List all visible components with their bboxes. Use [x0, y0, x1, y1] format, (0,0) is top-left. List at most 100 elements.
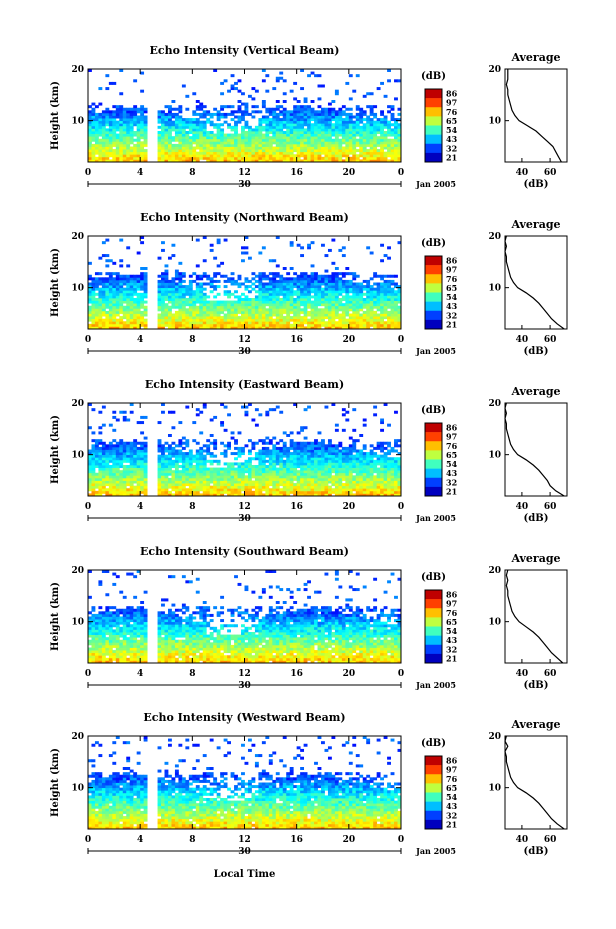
heatmap-cell — [345, 131, 350, 134]
heatmap-cell — [307, 133, 311, 137]
heatmap-cell — [286, 446, 291, 450]
heatmap-cell — [310, 107, 315, 111]
heatmap-cell — [307, 146, 311, 150]
heatmap-cell — [174, 120, 179, 124]
heatmap-cell — [345, 138, 350, 142]
heatmap-cell — [98, 120, 103, 124]
heatmap-cell — [334, 472, 339, 476]
heatmap-cell — [126, 298, 131, 301]
heatmap-cell — [289, 316, 294, 320]
heatmap-cell — [258, 141, 263, 145]
heatmap-cell — [94, 477, 99, 481]
heatmap-cell — [209, 459, 214, 463]
heatmap-cell — [178, 131, 183, 134]
heatmap-cell — [223, 303, 228, 307]
heatmap-cell — [251, 272, 256, 276]
heatmap-cell — [126, 246, 131, 250]
heatmap-cell — [133, 159, 138, 163]
heatmap-cell — [394, 300, 398, 304]
heatmap-cell — [136, 323, 141, 327]
heatmap-cell — [348, 112, 353, 116]
heatmap-cell — [293, 110, 298, 114]
heatmap-cell — [188, 154, 193, 158]
heatmap-cell — [275, 128, 280, 132]
heatmap-cell — [314, 475, 318, 479]
heatmap-cell — [345, 141, 350, 145]
heatmap-cell — [91, 292, 96, 296]
heatmap-cell — [206, 490, 211, 494]
heatmap-cell — [164, 313, 169, 317]
heatmap-cell — [293, 300, 298, 304]
heatmap-cell — [140, 475, 145, 479]
heatmap-cell — [314, 313, 318, 317]
heatmap-cell — [209, 282, 214, 286]
heatmap-cell — [282, 465, 287, 468]
heatmap-cell — [300, 138, 305, 142]
heatmap-cell — [101, 277, 106, 281]
heatmap-cell — [369, 300, 374, 304]
heatmap-cell — [88, 308, 92, 312]
heatmap-cell — [216, 264, 221, 268]
heatmap-cell — [185, 462, 190, 466]
heatmap-cell — [171, 493, 176, 497]
heatmap-cell — [164, 480, 169, 484]
heatmap-cell — [126, 313, 131, 317]
heatmap-cell — [317, 431, 322, 435]
heatmap-cell — [258, 413, 263, 417]
heatmap-cell — [390, 298, 395, 301]
heatmap-cell — [192, 128, 197, 132]
heatmap-cell — [338, 454, 343, 458]
heatmap-cell — [230, 112, 235, 116]
heatmap-cell — [387, 133, 391, 137]
heatmap-cell — [227, 480, 231, 484]
heatmap-cell — [119, 138, 124, 142]
heatmap-cell — [94, 318, 99, 322]
heatmap-cell — [115, 300, 120, 304]
heatmap-cell — [94, 441, 99, 445]
heatmap-cell — [286, 323, 291, 327]
heatmap-cell — [272, 490, 277, 494]
heatmap-cell — [254, 300, 259, 304]
heatmap-cell — [241, 477, 245, 481]
heatmap-cell — [237, 305, 242, 309]
heatmap-cell — [359, 305, 364, 309]
heatmap-cell — [192, 467, 197, 471]
heatmap-cell — [88, 426, 92, 430]
heatmap-cell — [122, 154, 127, 158]
heatmap-cell — [282, 488, 287, 492]
heatmap-cell — [223, 490, 228, 494]
heatmap-cell — [115, 141, 120, 145]
heatmap-cell — [126, 318, 131, 322]
heatmap-cell — [286, 454, 291, 458]
heatmap-cell — [289, 159, 294, 163]
profile-y-tick-label: 10 — [488, 284, 501, 294]
heatmap-cell — [220, 154, 225, 158]
heatmap-cell — [108, 277, 113, 281]
heatmap-cell — [157, 118, 162, 122]
heatmap-cell — [265, 290, 270, 294]
heatmap-cell — [341, 151, 346, 155]
heatmap-cell — [321, 318, 325, 322]
heatmap-cell — [341, 123, 346, 127]
heatmap-cell — [307, 274, 311, 278]
heatmap-cell — [209, 326, 214, 330]
heatmap-cell — [181, 125, 186, 129]
heatmap-cell — [279, 483, 284, 487]
heatmap-cell — [199, 493, 204, 497]
heatmap-cell — [296, 298, 301, 301]
heatmap-cell — [244, 110, 249, 114]
colorbar-label: (dB) — [421, 71, 446, 82]
heatmap-cell — [171, 488, 176, 492]
heatmap-cell — [237, 118, 242, 122]
heatmap-cell — [213, 154, 218, 158]
heatmap-cell — [192, 313, 197, 317]
heatmap-cell — [397, 308, 402, 312]
heatmap-cell — [192, 459, 197, 463]
heatmap-cell — [293, 279, 298, 283]
heatmap-cell — [303, 318, 308, 322]
heatmap-cell — [220, 81, 225, 85]
heatmap-cell — [300, 295, 305, 299]
heatmap-cell — [199, 292, 204, 296]
heatmap-cell — [174, 285, 179, 289]
